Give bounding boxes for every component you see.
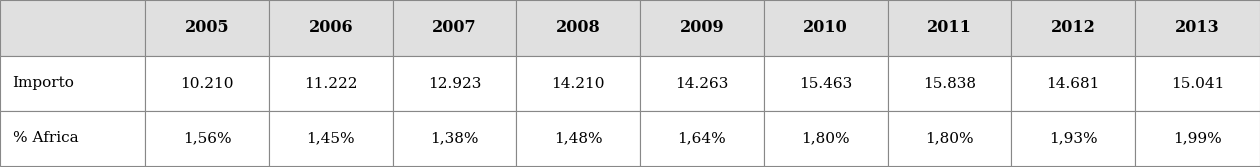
Text: 1,56%: 1,56%: [183, 131, 232, 145]
Bar: [268, 111, 393, 166]
Text: 1,80%: 1,80%: [801, 131, 850, 145]
Text: 2006: 2006: [309, 20, 353, 37]
Text: 2013: 2013: [1176, 20, 1220, 37]
Bar: [0, 111, 145, 166]
Text: 1,64%: 1,64%: [678, 131, 726, 145]
Text: 2009: 2009: [679, 20, 724, 37]
Text: 1,48%: 1,48%: [554, 131, 602, 145]
Text: 1,93%: 1,93%: [1048, 131, 1097, 145]
Text: 15.041: 15.041: [1171, 76, 1225, 91]
Bar: [393, 111, 517, 166]
Bar: [517, 0, 640, 56]
Bar: [640, 111, 764, 166]
Bar: [1135, 56, 1260, 111]
Bar: [0, 56, 145, 111]
Bar: [1012, 0, 1135, 56]
Bar: [887, 111, 1012, 166]
Bar: [764, 0, 887, 56]
Text: 2007: 2007: [432, 20, 476, 37]
Bar: [1135, 111, 1260, 166]
Bar: [145, 0, 268, 56]
Text: 10.210: 10.210: [180, 76, 234, 91]
Text: 14.210: 14.210: [552, 76, 605, 91]
Text: 2012: 2012: [1051, 20, 1096, 37]
Text: 1,80%: 1,80%: [925, 131, 974, 145]
Text: 2008: 2008: [556, 20, 601, 37]
Bar: [640, 0, 764, 56]
Bar: [145, 56, 268, 111]
Text: 2011: 2011: [927, 20, 971, 37]
Bar: [268, 0, 393, 56]
Text: 1,99%: 1,99%: [1173, 131, 1222, 145]
Bar: [1012, 56, 1135, 111]
Bar: [393, 0, 517, 56]
Bar: [887, 0, 1012, 56]
Text: 11.222: 11.222: [304, 76, 358, 91]
Bar: [517, 56, 640, 111]
Text: Importo: Importo: [13, 76, 74, 91]
Bar: [517, 111, 640, 166]
Bar: [640, 56, 764, 111]
Bar: [268, 56, 393, 111]
Text: 14.681: 14.681: [1047, 76, 1100, 91]
Text: 15.463: 15.463: [799, 76, 852, 91]
Text: 2005: 2005: [185, 20, 229, 37]
Bar: [1012, 111, 1135, 166]
Bar: [393, 56, 517, 111]
Bar: [1135, 0, 1260, 56]
Text: 2010: 2010: [804, 20, 848, 37]
Text: 1,45%: 1,45%: [306, 131, 355, 145]
Bar: [764, 56, 887, 111]
Text: 1,38%: 1,38%: [430, 131, 479, 145]
Bar: [764, 111, 887, 166]
Bar: [0, 0, 145, 56]
Text: 15.838: 15.838: [922, 76, 976, 91]
Bar: [887, 56, 1012, 111]
Text: 12.923: 12.923: [428, 76, 481, 91]
Text: 14.263: 14.263: [675, 76, 728, 91]
Text: % Africa: % Africa: [13, 131, 78, 145]
Bar: [145, 111, 268, 166]
